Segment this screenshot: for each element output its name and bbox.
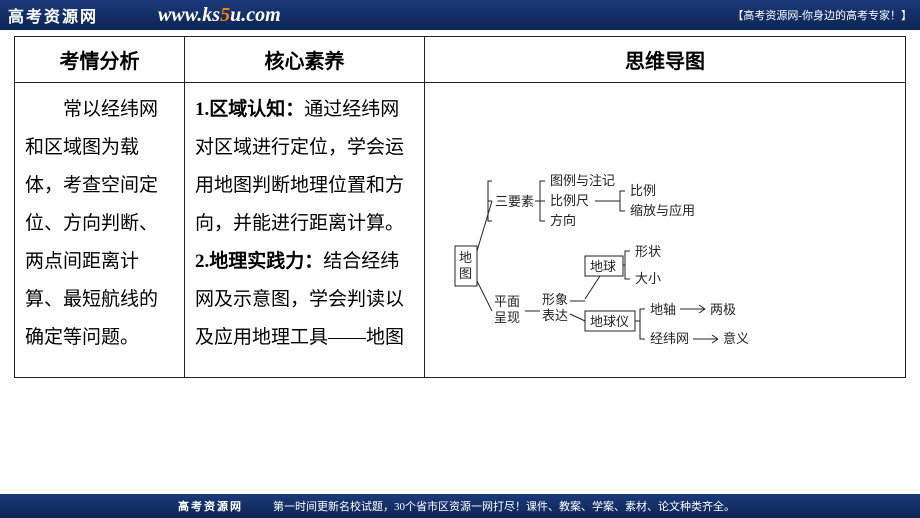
svg-text:图: 图 [459,266,472,281]
cell-analysis: 常以经纬网和区域图为载体，考查空间定位、方向判断、两点间距离计算、最短航线的确定… [15,83,185,378]
main-table: 考情分析 核心素养 思维导图 常以经纬网和区域图为载体，考查空间定位、方向判断、… [14,36,906,378]
footer-logo: 高考资源网 [178,498,243,514]
page-footer: 高考资源网 第一时间更新名校试题，30个省市区资源一网打尽！课件、教案、学案、素… [0,494,920,518]
svg-text:比例尺: 比例尺 [550,193,589,208]
mindmap-diagram: 地 图 三要素 图例与注记 比例尺 方向 [435,91,895,371]
svg-text:地球仪: 地球仪 [590,314,629,329]
svg-text:平面: 平面 [494,294,520,309]
header-url: www.ks5u.com [158,4,281,27]
svg-text:缩放与应用: 缩放与应用 [630,203,695,218]
core-label-1: 1.区域认知： [195,99,304,120]
svg-text:呈现: 呈现 [494,310,520,325]
th-mindmap: 思维导图 [425,37,906,83]
cell-core: 1.区域认知：通过经纬网对区域进行定位，学会运用地图判断地理位置和方向，并能进行… [185,83,425,378]
svg-text:大小: 大小 [635,271,661,286]
svg-text:两极: 两极 [710,302,736,317]
svg-text:经纬网: 经纬网 [650,331,689,346]
svg-text:意义: 意义 [723,331,749,346]
svg-text:方向: 方向 [550,213,576,228]
core-label-2: 2.地理实践力： [195,251,323,272]
th-analysis: 考情分析 [15,37,185,83]
svg-text:地: 地 [459,250,472,265]
svg-text:表达: 表达 [542,308,568,323]
page-header: 高考资源网 www.ks5u.com 【高考资源网-你身边的高考专家！】 [0,0,920,30]
cell-mindmap: 地 图 三要素 图例与注记 比例尺 方向 [425,83,906,378]
header-logo: 高考资源网 [8,3,98,27]
svg-text:地轴: 地轴 [650,302,676,317]
svg-text:比例: 比例 [630,183,656,198]
footer-text: 第一时间更新名校试题，30个省市区资源一网打尽！课件、教案、学案、素材、论文种类… [273,498,735,514]
svg-text:形状: 形状 [635,244,661,259]
svg-text:三要素: 三要素 [495,194,534,209]
header-tagline: 【高考资源网-你身边的高考专家！】 [732,7,912,23]
content-area: 考情分析 核心素养 思维导图 常以经纬网和区域图为载体，考查空间定位、方向判断、… [0,30,920,494]
svg-text:图例与注记: 图例与注记 [550,173,615,188]
th-core: 核心素养 [185,37,425,83]
svg-text:地球: 地球 [590,259,616,274]
svg-text:形象: 形象 [542,292,568,307]
